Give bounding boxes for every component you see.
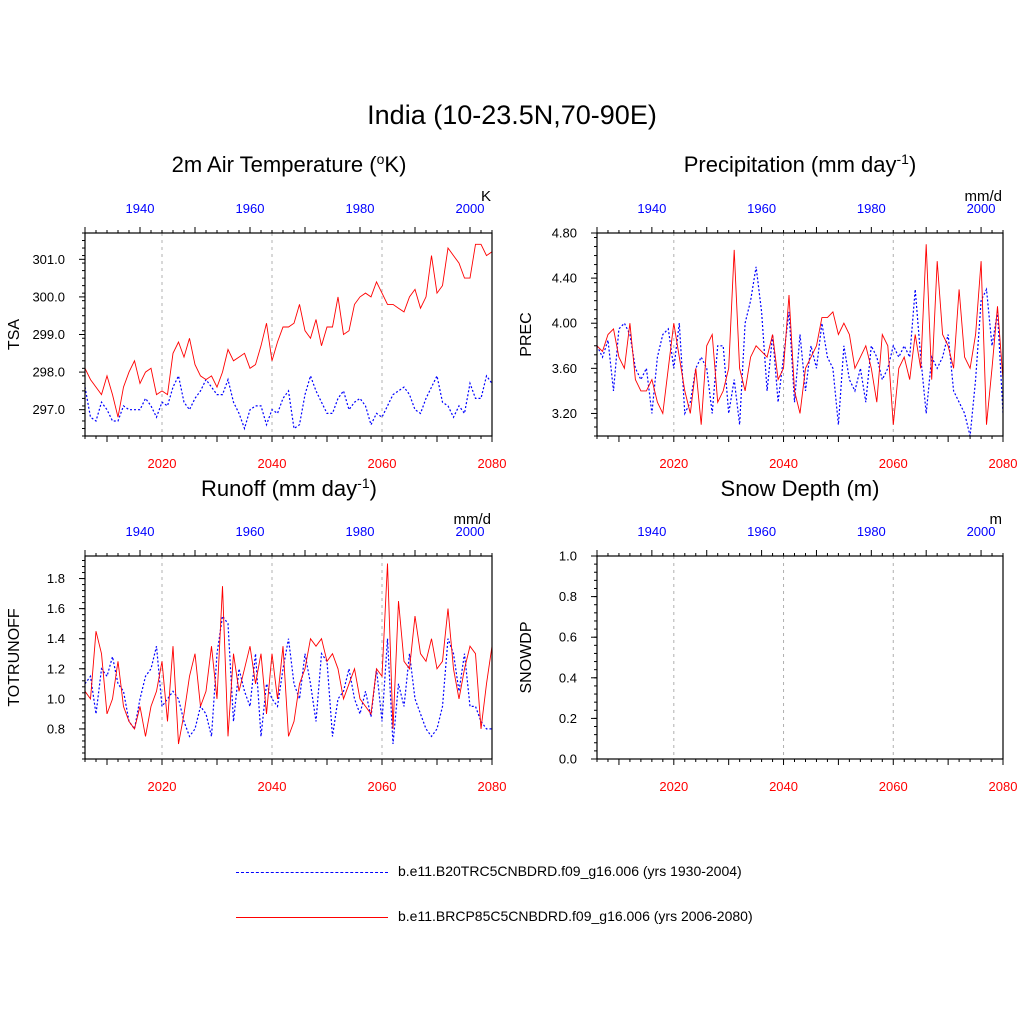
y-axis-label: TOTRUNOFF [6,608,23,707]
y-tick-label: 1.0 [559,549,577,564]
y-tick-label: 1.6 [47,601,65,616]
top-x-tick-label: 2000 [967,201,996,216]
y-tick-label: 0.4 [559,670,577,685]
x-tick-label: 2080 [989,779,1018,794]
title-superscript: -1 [896,151,909,167]
series-line-historical [85,373,492,431]
y-tick-label: 1.8 [47,571,65,586]
y-tick-label: 298.0 [32,365,65,380]
title-suffix: ) [909,152,916,177]
top-x-tick-label: 1960 [747,524,776,539]
panel-title: Snow Depth (m) [721,476,880,501]
y-tick-label: 299.0 [32,327,65,342]
x-tick-label: 2020 [148,779,177,794]
units-label: mm/d [454,511,492,528]
top-x-tick-label: 1980 [346,524,375,539]
top-x-tick-label: 1940 [637,201,666,216]
y-tick-label: 4.40 [552,271,577,286]
x-tick-label: 2020 [148,456,177,471]
y-tick-label: 4.80 [552,226,577,241]
panel-3: Runoff (mm day-1) mm/d TOTRUNOFF 2020 2040 20… [6,475,506,794]
x-tick-label: 2040 [258,779,287,794]
x-tick-label: 2060 [879,456,908,471]
figure-title: India (10-23.5N,70-90E) [367,100,657,130]
panel-title: Runoff (mm day-1) [201,475,377,501]
top-x-tick-label: 2000 [456,201,485,216]
x-tick-label: 2080 [989,456,1018,471]
title-superscript: o [377,151,385,167]
title-suffix: ) [370,476,377,501]
y-tick-label: 4.00 [552,316,577,331]
y-axis-label: PREC [518,312,535,356]
top-x-tick-label: 1960 [236,201,265,216]
top-x-tick-label: 1980 [857,201,886,216]
top-x-tick-label: 1980 [857,524,886,539]
y-tick-label: 0.2 [559,711,577,726]
x-tick-label: 2040 [769,779,798,794]
series-line-historical [85,614,492,745]
series-line-future [85,563,492,745]
top-x-tick-label: 1940 [126,524,155,539]
y-tick-label: 3.20 [552,406,577,421]
top-x-tick-label: 1960 [747,201,776,216]
title-superscript: -1 [357,475,370,491]
x-tick-label: 2020 [659,779,688,794]
units-label: m [990,511,1003,528]
panel-title: 2m Air Temperature (oK) [172,151,407,177]
title-suffix: K) [384,152,406,177]
panel-1: 2m Air Temperature (oK) K TSA 2020 2040 2060 2… [6,151,506,471]
panel-title: Precipitation (mm day-1) [684,151,917,177]
y-tick-label: 301.0 [32,252,65,267]
x-tick-label: 2040 [258,456,287,471]
legend-item-historical: b.e11.B20TRC5CNBDRD.f09_g16.006 (yrs 193… [230,861,930,885]
top-x-tick-label: 1960 [236,524,265,539]
y-axis-label: TSA [6,319,23,350]
y-tick-label: 3.60 [552,361,577,376]
y-axis-label: SNOWDP [518,622,535,694]
plot-frame [84,555,493,760]
plot-frame [84,232,493,437]
legend-swatch-future [236,917,388,918]
y-tick-label: 1.2 [47,661,65,676]
y-tick-label: 0.0 [559,752,577,767]
x-tick-label: 2040 [769,456,798,471]
top-x-tick-label: 1940 [126,201,155,216]
series-line-future [85,243,492,418]
legend: b.e11.B20TRC5CNBDRD.f09_g16.006 (yrs 193… [230,855,930,945]
panel-2: Precipitation (mm day-1) mm/d PREC 2020 2040… [518,151,1017,471]
legend-label-historical: b.e11.B20TRC5CNBDRD.f09_g16.006 (yrs 193… [398,863,742,879]
legend-label-future: b.e11.BRCP85C5CNBDRD.f09_g16.006 (yrs 20… [398,908,753,924]
series-line-future [597,244,1003,425]
x-tick-label: 2020 [659,456,688,471]
plot-frame [596,232,1004,437]
x-tick-label: 2080 [478,456,507,471]
y-tick-label: 300.0 [32,289,65,304]
plot-frame [596,555,1004,760]
series-line-historical [597,266,1003,436]
y-tick-label: 297.0 [32,402,65,417]
x-tick-label: 2060 [368,779,397,794]
y-tick-label: 1.0 [47,691,65,706]
legend-swatch-historical [236,872,388,873]
y-tick-label: 0.6 [559,630,577,645]
units-label: K [481,188,491,205]
y-tick-label: 0.8 [559,589,577,604]
panel-4: Snow Depth (m) m SNOWDP 2020 2040 2060 2080 194… [518,476,1017,794]
y-tick-label: 0.8 [47,721,65,736]
x-tick-label: 2080 [478,779,507,794]
top-x-tick-label: 1980 [346,201,375,216]
top-x-tick-label: 2000 [456,524,485,539]
y-tick-label: 1.4 [47,631,65,646]
units-label: mm/d [965,188,1003,205]
x-tick-label: 2060 [368,456,397,471]
top-x-tick-label: 1940 [637,524,666,539]
top-x-tick-label: 2000 [967,524,996,539]
legend-item-future: b.e11.BRCP85C5CNBDRD.f09_g16.006 (yrs 20… [230,906,930,930]
x-tick-label: 2060 [879,779,908,794]
